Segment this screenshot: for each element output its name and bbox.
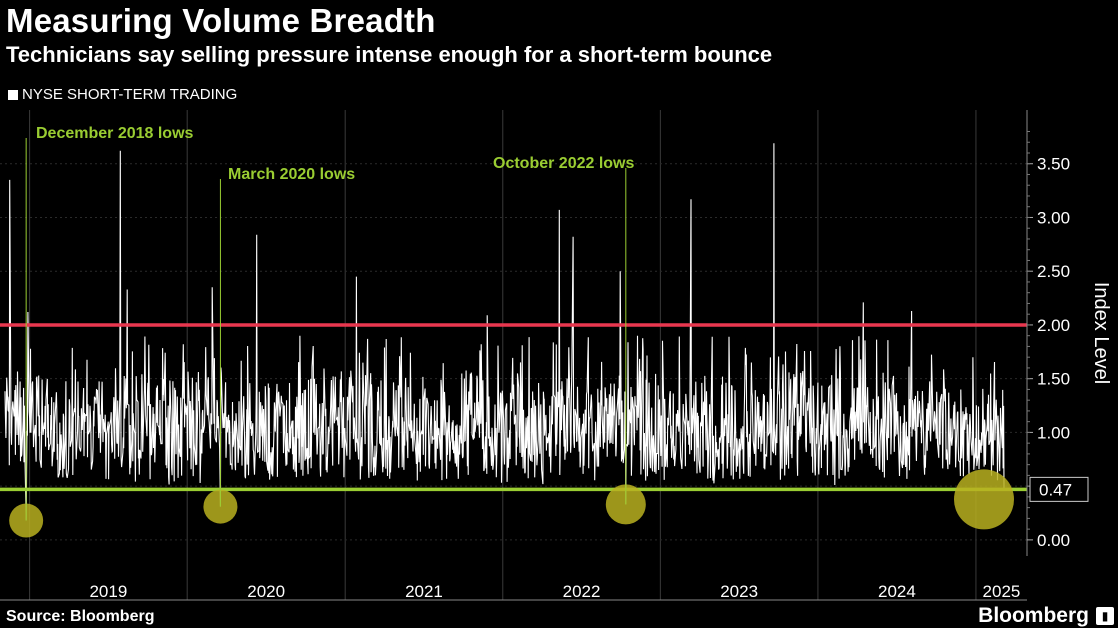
legend-swatch [8, 89, 18, 100]
x-tick-label: 2020 [247, 582, 285, 601]
annotation-label: December 2018 lows [36, 125, 194, 142]
annotation-label: March 2020 lows [228, 166, 355, 183]
annotation-label: October 2022 lows [493, 155, 634, 172]
legend-label: NYSE SHORT-TERM TRADING [22, 86, 238, 103]
y-tick-label: 1.50 [1037, 370, 1070, 389]
lows-highlight-circle [954, 469, 1014, 530]
x-tick-label: 2019 [89, 582, 127, 601]
y-axis-title: Index Level [1090, 282, 1112, 384]
y-tick-label: 2.50 [1037, 262, 1070, 281]
brand-logo: Bloomberg ▮ [978, 604, 1114, 628]
legend: NYSE SHORT-TERM TRADING [8, 86, 237, 103]
y-tick-label: 2.00 [1037, 316, 1070, 335]
x-tick-label: 2022 [563, 582, 601, 601]
y-tick-label: 0.00 [1037, 531, 1070, 550]
x-tick-label: 2025 [983, 582, 1021, 601]
last-value-label: 0.47 [1039, 480, 1072, 499]
source-note: Source: Bloomberg [6, 608, 155, 625]
last-value-box [1029, 476, 1089, 502]
chart-subtitle: Technicians say selling pressure intense… [6, 42, 773, 67]
x-tick-label: 2023 [720, 582, 758, 601]
x-tick-label: 2024 [878, 582, 916, 601]
series-line [4, 143, 1005, 521]
x-tick-label: 2021 [405, 582, 443, 601]
y-tick-label: 3.00 [1037, 208, 1070, 227]
chart-title: Measuring Volume Breadth [6, 2, 436, 39]
brand-name: Bloomberg [978, 604, 1089, 627]
chart-icon: ▮ [1096, 607, 1114, 625]
y-tick-label: 1.00 [1037, 423, 1070, 442]
y-tick-label: 3.50 [1037, 155, 1070, 174]
